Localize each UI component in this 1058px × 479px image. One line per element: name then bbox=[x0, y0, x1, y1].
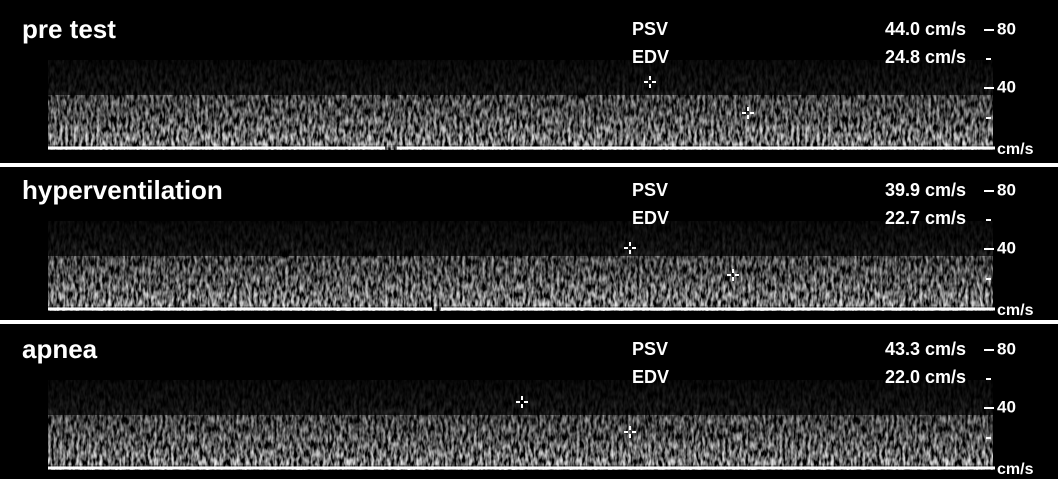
scale-label: 80 bbox=[997, 180, 1016, 199]
edv-label: EDV bbox=[632, 367, 669, 387]
psv-label: PSV bbox=[632, 339, 668, 359]
scale-label: 80 bbox=[997, 339, 1016, 358]
caliper-cursor bbox=[624, 242, 636, 254]
caliper-cursor bbox=[624, 426, 636, 438]
edv-value: 24.8 cm/s bbox=[885, 47, 966, 67]
caliper-cursor bbox=[644, 76, 656, 88]
psv-label: PSV bbox=[632, 180, 668, 200]
doppler-spectrum bbox=[48, 256, 993, 306]
separator bbox=[0, 320, 1058, 324]
edv-label: EDV bbox=[632, 47, 669, 67]
scale-label: 80 bbox=[997, 19, 1016, 38]
edv-value: 22.0 cm/s bbox=[885, 367, 966, 387]
caliper-cursor bbox=[516, 396, 528, 408]
scale-unit: cm/s bbox=[997, 141, 1034, 158]
panel-label: hyperventilation bbox=[22, 175, 223, 205]
doppler-spectrum bbox=[48, 95, 993, 145]
scale-label: 40 bbox=[997, 238, 1016, 257]
psv-value: 39.9 cm/s bbox=[885, 180, 966, 200]
psv-label: PSV bbox=[632, 19, 668, 39]
edv-label: EDV bbox=[632, 208, 669, 228]
caliper-cursor bbox=[742, 107, 754, 119]
panel-label: apnea bbox=[22, 334, 98, 364]
panel-label: pre test bbox=[22, 14, 116, 44]
scale-label: 40 bbox=[997, 397, 1016, 416]
caliper-cursor bbox=[727, 269, 739, 281]
doppler-spectrum bbox=[48, 415, 993, 465]
scale-label: 40 bbox=[997, 77, 1016, 96]
scale-unit: cm/s bbox=[997, 461, 1034, 478]
edv-value: 22.7 cm/s bbox=[885, 208, 966, 228]
psv-value: 44.0 cm/s bbox=[885, 19, 966, 39]
scale-unit: cm/s bbox=[997, 302, 1034, 319]
psv-value: 43.3 cm/s bbox=[885, 339, 966, 359]
separator bbox=[0, 163, 1058, 167]
